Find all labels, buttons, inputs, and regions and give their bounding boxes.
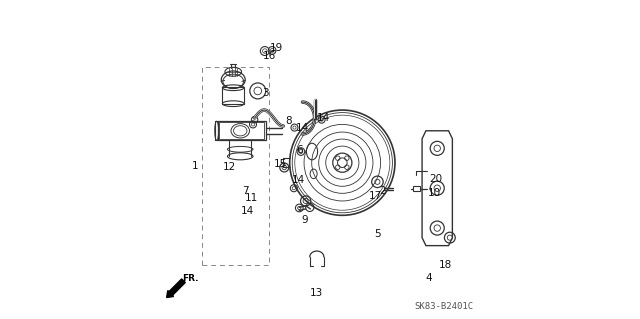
Bar <box>202 67 269 265</box>
Text: 19: 19 <box>270 43 284 53</box>
Text: 13: 13 <box>310 288 323 299</box>
Text: 10: 10 <box>428 188 442 198</box>
Bar <box>413 186 420 191</box>
Text: SK83-B2401C: SK83-B2401C <box>414 302 473 311</box>
Text: 7: 7 <box>242 186 248 197</box>
Bar <box>222 87 244 104</box>
Text: 15: 15 <box>273 159 287 169</box>
Text: 11: 11 <box>244 193 258 203</box>
Text: 12: 12 <box>223 162 236 173</box>
Bar <box>219 122 264 139</box>
Bar <box>218 121 266 140</box>
Text: 18: 18 <box>439 260 452 271</box>
Text: 9: 9 <box>301 215 308 225</box>
Text: 4: 4 <box>425 272 432 283</box>
Text: 14: 14 <box>292 175 305 185</box>
Text: 14: 14 <box>241 205 254 216</box>
Text: 1: 1 <box>192 161 199 171</box>
Text: 14: 14 <box>296 122 309 133</box>
Text: 20: 20 <box>429 174 442 184</box>
Text: 2: 2 <box>379 186 385 197</box>
FancyArrow shape <box>166 279 185 298</box>
Text: 3: 3 <box>262 87 269 98</box>
Text: 8: 8 <box>285 116 291 126</box>
Text: 14: 14 <box>317 113 330 123</box>
Text: 5: 5 <box>374 229 381 240</box>
Text: 16: 16 <box>262 51 276 61</box>
Text: 6: 6 <box>296 145 303 155</box>
Text: 17: 17 <box>369 191 383 201</box>
Text: FR.: FR. <box>182 274 198 283</box>
